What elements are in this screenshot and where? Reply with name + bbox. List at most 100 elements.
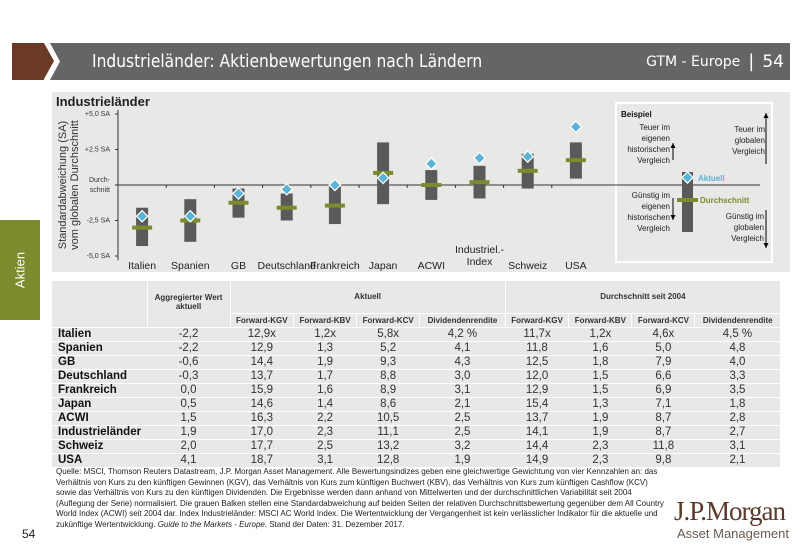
category-label: Deutschland <box>258 260 317 272</box>
cell-value: 12,9x <box>230 327 294 342</box>
cell-value: -2,2 <box>147 341 230 356</box>
cell-value: 11,7x <box>505 327 569 342</box>
cell-value: 1,8 <box>694 397 780 412</box>
cell-value: 12,5 <box>505 355 569 370</box>
current-marker <box>472 151 487 165</box>
cell-value: 1,4 <box>293 397 357 412</box>
legend-lower-right: Günstig im globalen Vergleich <box>726 212 765 243</box>
cell-value: 6,6 <box>631 369 695 384</box>
cell-value: 12,0 <box>505 369 569 384</box>
cell-value: 18,7 <box>230 453 294 468</box>
table-row: GB -0,6 14,4 1,9 9,3 4,3 12,5 1,8 7,9 4,0 <box>52 355 780 370</box>
col-aggregate: Aggregierter Wert aktuell <box>146 281 230 328</box>
cell-value: 14,1 <box>505 425 569 440</box>
cell-value: 3,1 <box>694 439 780 454</box>
legend-lower-left: Günstig im eigenen historischen Vergleich <box>627 191 670 233</box>
cell-value: 2,5 <box>293 439 357 454</box>
cell-value: -0,3 <box>147 369 230 384</box>
category-label: Frankreich <box>310 260 360 272</box>
logo-subtitle: Asset Management <box>677 526 790 541</box>
table-row: USA 4,1 18,7 3,1 12,8 1,9 14,9 2,3 9,8 2,1 <box>52 453 780 468</box>
cell-value: 3,1 <box>293 453 357 468</box>
average-marker <box>132 225 153 230</box>
cell-value: 1,6 <box>568 341 632 356</box>
y-tick-label: Durch-schnitt <box>89 177 111 194</box>
current-marker <box>424 157 438 171</box>
cell-value: 2,3 <box>568 453 632 468</box>
cell-value: 7,9 <box>631 355 695 370</box>
cell-value: 1,8 <box>568 355 632 370</box>
cell-value: 8,8 <box>356 369 420 384</box>
y-axis-label: Standardabweichung (SA)vom globalen Durc… <box>57 120 81 250</box>
cell-value: 3,5 <box>694 383 780 398</box>
footnote-date: Stand der Daten: 31. Dezember 2017. <box>269 519 405 529</box>
cell-value: 1,5 <box>568 369 632 384</box>
cell-value: 1,9 <box>147 425 230 440</box>
cell-value: 10,5 <box>356 411 420 426</box>
legend-title: Beispiel <box>621 110 652 119</box>
cell-value: 1,3 <box>293 341 357 356</box>
legend-durchschnitt-label: Durchschnitt <box>700 196 750 205</box>
current-marker <box>135 209 149 223</box>
valuation-table: Aggregierter Wert aktuell Aktuell Durchs… <box>52 281 780 468</box>
arrowhead-icon <box>670 143 676 148</box>
average-marker <box>421 183 442 187</box>
category-label: USA <box>565 260 587 272</box>
cell-value: 17,7 <box>230 439 294 454</box>
logo-jpmorgan: J.P.Morgan <box>674 496 786 526</box>
cell-value: 11,8 <box>505 341 569 356</box>
current-marker <box>569 120 583 134</box>
cell-value: 4,6x <box>631 327 695 342</box>
subcol-header: Forward-KBV <box>293 313 357 328</box>
row-label: Spanien <box>52 341 147 356</box>
cell-value: 5,2 <box>356 341 420 356</box>
table-row: Japan 0,5 14,6 1,4 8,6 2,1 15,4 1,3 7,1 1,8 <box>52 397 780 412</box>
table-row: Schweiz 2,0 17,7 2,5 13,2 3,2 14,4 2,3 11,8 3,1 <box>52 439 780 454</box>
cell-value: 17,0 <box>230 425 294 440</box>
cell-value: 1,3 <box>568 397 632 412</box>
cell-value: 2,1 <box>694 453 780 468</box>
cell-value: 11,1 <box>356 425 420 440</box>
cell-value: 2,7 <box>694 425 780 440</box>
category-label: ACWI <box>418 260 445 272</box>
cell-value: 3,3 <box>694 369 780 384</box>
group-current: Aktuell <box>229 281 506 314</box>
cell-value: 7,1 <box>631 397 695 412</box>
section-tab[interactable]: Aktien <box>0 220 40 320</box>
cell-value: 2,5 <box>419 411 506 426</box>
cell-value: 1,9 <box>419 453 506 468</box>
cell-value: 8,6 <box>356 397 420 412</box>
cell-value: 4,1 <box>419 341 506 356</box>
subcol-header: Forward-KGV <box>229 313 294 328</box>
corner-cell <box>52 281 147 328</box>
cell-value: -2,2 <box>147 327 230 342</box>
legend-box <box>615 102 773 263</box>
separator: | <box>748 51 755 72</box>
cell-value: 5,0 <box>631 341 695 356</box>
row-label: GB <box>52 355 147 370</box>
category-label: Industriel.-Index <box>455 244 505 268</box>
table-row: Italien -2,2 12,9x 1,2x 5,8x 4,2 % 11,7x 1,2x 4,… <box>52 327 780 342</box>
cell-value: 14,6 <box>230 397 294 412</box>
average-marker <box>565 158 586 163</box>
series-label: GTM - Europe <box>646 53 741 70</box>
cell-value: 9,3 <box>356 355 420 370</box>
row-label: Industrieländer <box>52 425 147 440</box>
cell-value: 3,0 <box>419 369 506 384</box>
cell-value: 1,5 <box>568 383 632 398</box>
cell-value: -0,6 <box>147 355 230 370</box>
row-label: ACWI <box>52 411 147 426</box>
cell-value: 16,3 <box>230 411 294 426</box>
current-marker <box>280 182 294 196</box>
row-label: Deutschland <box>52 369 147 384</box>
cell-value: 14,9 <box>505 453 569 468</box>
y-tick-label: +5,0 SA <box>85 111 110 118</box>
row-label: Japan <box>52 397 147 412</box>
cell-value: 2,1 <box>419 397 506 412</box>
cell-value: 4,2 % <box>419 327 506 342</box>
cell-value: 2,3 <box>568 439 632 454</box>
header-page-number: 54 <box>762 51 784 72</box>
cell-value: 1,2x <box>293 327 357 342</box>
cell-value: 2,8 <box>694 411 780 426</box>
cell-value: 1,7 <box>293 369 357 384</box>
